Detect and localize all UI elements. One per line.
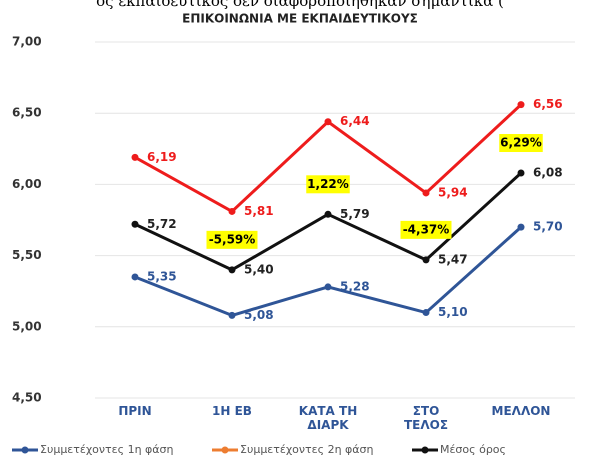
data-point — [517, 101, 525, 109]
annotation: -5,59% — [209, 232, 256, 246]
x-tick-label: ΠΡΙΝ — [118, 404, 152, 418]
y-tick-label: 6,00 — [12, 177, 42, 191]
legend-label: Συμμετέχοντες 1η φάση — [40, 443, 174, 456]
data-label: 5,72 — [147, 217, 177, 231]
cropped-caption: ός εκπαιδευτικός δεν διαφοροποιήθηκαν ση… — [96, 0, 504, 10]
legend-marker — [21, 446, 29, 454]
data-point — [324, 283, 332, 291]
annotation-bg — [400, 220, 452, 239]
data-point — [422, 189, 430, 197]
data-label: 5,08 — [244, 308, 274, 322]
data-label: 5,70 — [533, 220, 563, 234]
y-tick-label: 4,50 — [12, 391, 42, 405]
annotation-bg — [306, 175, 350, 194]
y-tick-label: 6,50 — [12, 106, 42, 120]
data-label: 6,19 — [147, 150, 177, 164]
x-tick-label: ΚΑΤΑ ΤΗ ΔΙΑΡΚ — [298, 404, 358, 432]
data-point — [228, 266, 236, 274]
data-point — [422, 309, 430, 317]
legend-marker — [221, 446, 229, 454]
data-point — [517, 169, 525, 177]
data-point — [422, 256, 430, 264]
data-label: 6,44 — [340, 114, 370, 128]
y-tick-label: 5,50 — [12, 248, 42, 262]
annotation: 6,29% — [500, 136, 542, 150]
legend-label: Μέσος όρος — [440, 443, 506, 456]
x-tick-label: 1Η ΕΒ — [212, 404, 252, 418]
data-point — [324, 118, 332, 126]
annotation-bg — [499, 134, 543, 153]
data-label: 5,94 — [438, 185, 468, 199]
y-tick-label: 5,00 — [12, 319, 42, 333]
data-label: 5,81 — [244, 204, 274, 218]
data-label: 5,79 — [340, 207, 370, 221]
data-label: 6,08 — [533, 166, 563, 180]
data-point — [228, 207, 236, 215]
annotation-bg — [206, 230, 258, 249]
x-tick-label: ΣΤΟ ΤΕΛΟΣ — [403, 404, 449, 432]
data-point — [131, 153, 139, 161]
data-label: 5,40 — [244, 262, 274, 276]
data-point — [324, 210, 332, 218]
data-label: 5,35 — [147, 269, 177, 283]
chart-title: ΕΠΙΚΟΙΝΩΝΙΑ ΜΕ ΕΚΠΑΙΔΕΥΤΙΚΟΥΣ — [182, 12, 418, 26]
data-label: 5,10 — [438, 305, 468, 319]
series-line — [134, 226, 523, 317]
legend-label: Συμμετέχοντες 2η φάση — [240, 443, 374, 456]
data-label: 6,56 — [533, 97, 563, 111]
legend-marker — [421, 446, 429, 454]
y-tick-label: 7,00 — [12, 35, 42, 49]
x-tick-label: ΜΕΛΛΟΝ — [491, 404, 551, 418]
data-point — [131, 220, 139, 228]
data-point — [517, 223, 525, 231]
data-point — [228, 311, 236, 319]
annotation: 1,22% — [307, 177, 349, 191]
data-label: 5,47 — [438, 252, 468, 266]
data-label: 5,28 — [340, 279, 370, 293]
data-point — [131, 273, 139, 281]
annotation: -4,37% — [403, 222, 450, 236]
